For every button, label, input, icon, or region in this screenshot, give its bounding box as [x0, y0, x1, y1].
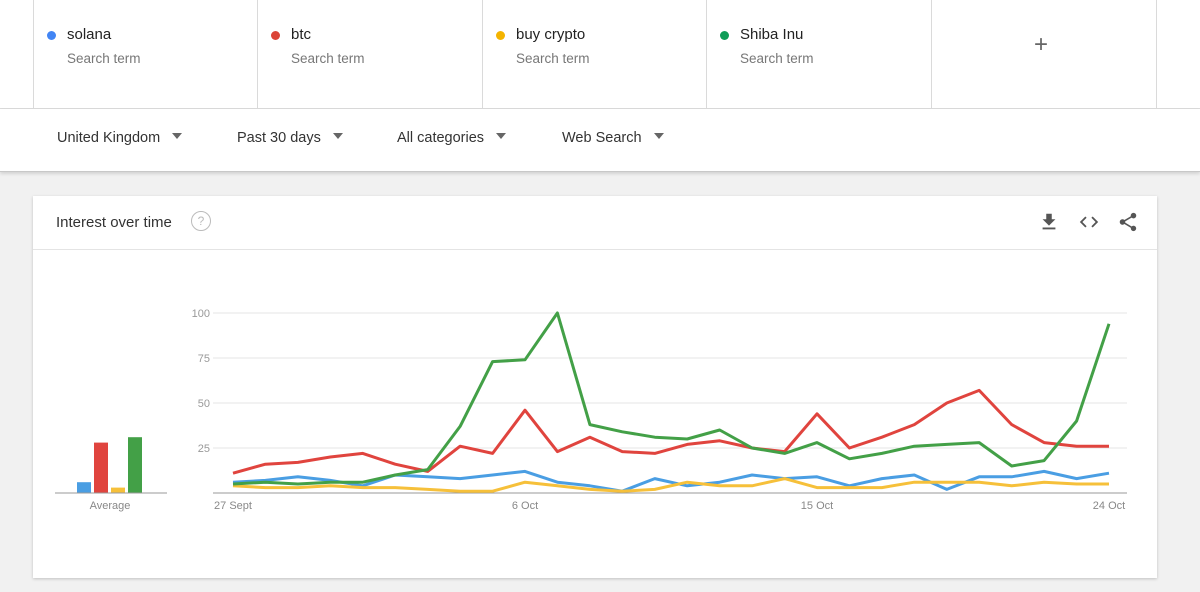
y-tick-label: 25: [198, 443, 210, 455]
interest-over-time-chart[interactable]: 25 50 75 100 27 Sept 6 Oct 15 Oct 24 Oct Average: [33, 250, 1157, 578]
region-dropdown[interactable]: United Kingdom: [57, 130, 183, 146]
time-range-dropdown[interactable]: Past 30 days: [237, 130, 343, 146]
search-terms-bar: solana Search term btc Search term buy c…: [0, 0, 1200, 109]
x-tick-label: 27 Sept: [214, 500, 252, 512]
series-color-dot: [496, 31, 505, 40]
average-bar-btc: [94, 442, 108, 493]
category-value: All categories: [397, 130, 485, 146]
help-icon[interactable]: ?: [191, 211, 211, 231]
download-icon[interactable]: [1038, 211, 1060, 233]
term-name: Shiba Inu: [740, 26, 804, 43]
search-type-value: Web Search: [562, 130, 642, 146]
dropdown-caret-icon: [172, 133, 183, 140]
series-color-dot: [271, 31, 280, 40]
time-range-value: Past 30 days: [237, 130, 321, 146]
term-card-solana[interactable]: solana Search term: [33, 0, 257, 108]
y-tick-label: 100: [192, 308, 210, 320]
term-subtitle: Search term: [67, 51, 141, 66]
x-tick-label: 24 Oct: [1093, 500, 1125, 512]
average-bar-solana: [77, 482, 91, 493]
filters-bar: United Kingdom Past 30 days All categori…: [0, 109, 1200, 172]
search-type-dropdown[interactable]: Web Search: [562, 130, 664, 146]
series-color-dot: [720, 31, 729, 40]
category-dropdown[interactable]: All categories: [397, 130, 507, 146]
share-icon[interactable]: [1117, 211, 1139, 233]
average-bar-buy-crypto: [111, 487, 125, 493]
term-card-buy-crypto[interactable]: buy crypto Search term: [482, 0, 706, 108]
card-title: Interest over time: [56, 214, 172, 231]
series-color-dot: [47, 31, 56, 40]
dropdown-caret-icon: [332, 133, 343, 140]
x-tick-label: 15 Oct: [801, 500, 833, 512]
dropdown-caret-icon: [496, 133, 507, 140]
card-header: Interest over time ?: [33, 196, 1157, 250]
y-tick-label: 75: [198, 353, 210, 365]
term-card-btc[interactable]: btc Search term: [257, 0, 481, 108]
add-comparison-button[interactable]: +: [931, 0, 1157, 108]
y-tick-label: 50: [198, 398, 210, 410]
term-subtitle: Search term: [516, 51, 590, 66]
series-line-shiba-inu: [232, 311, 1111, 486]
interest-over-time-card: Interest over time ? 25 50 75 100 27 Sept 6 O…: [33, 196, 1157, 578]
plus-icon: +: [1034, 31, 1049, 58]
term-name: btc: [291, 26, 312, 43]
term-name: solana: [67, 26, 112, 43]
x-tick-label: 6 Oct: [512, 500, 538, 512]
average-bar-shiba-inu: [128, 437, 142, 493]
term-subtitle: Search term: [740, 51, 814, 66]
term-subtitle: Search term: [291, 51, 365, 66]
term-card-shiba-inu[interactable]: Shiba Inu Search term: [706, 0, 930, 108]
term-name: buy crypto: [516, 26, 586, 43]
dropdown-caret-icon: [653, 133, 664, 140]
embed-code-icon[interactable]: [1078, 211, 1100, 233]
average-label: Average: [90, 500, 131, 512]
region-value: United Kingdom: [57, 130, 161, 146]
series-line-btc: [232, 388, 1109, 475]
series-line-buy-crypto: [232, 477, 1109, 493]
